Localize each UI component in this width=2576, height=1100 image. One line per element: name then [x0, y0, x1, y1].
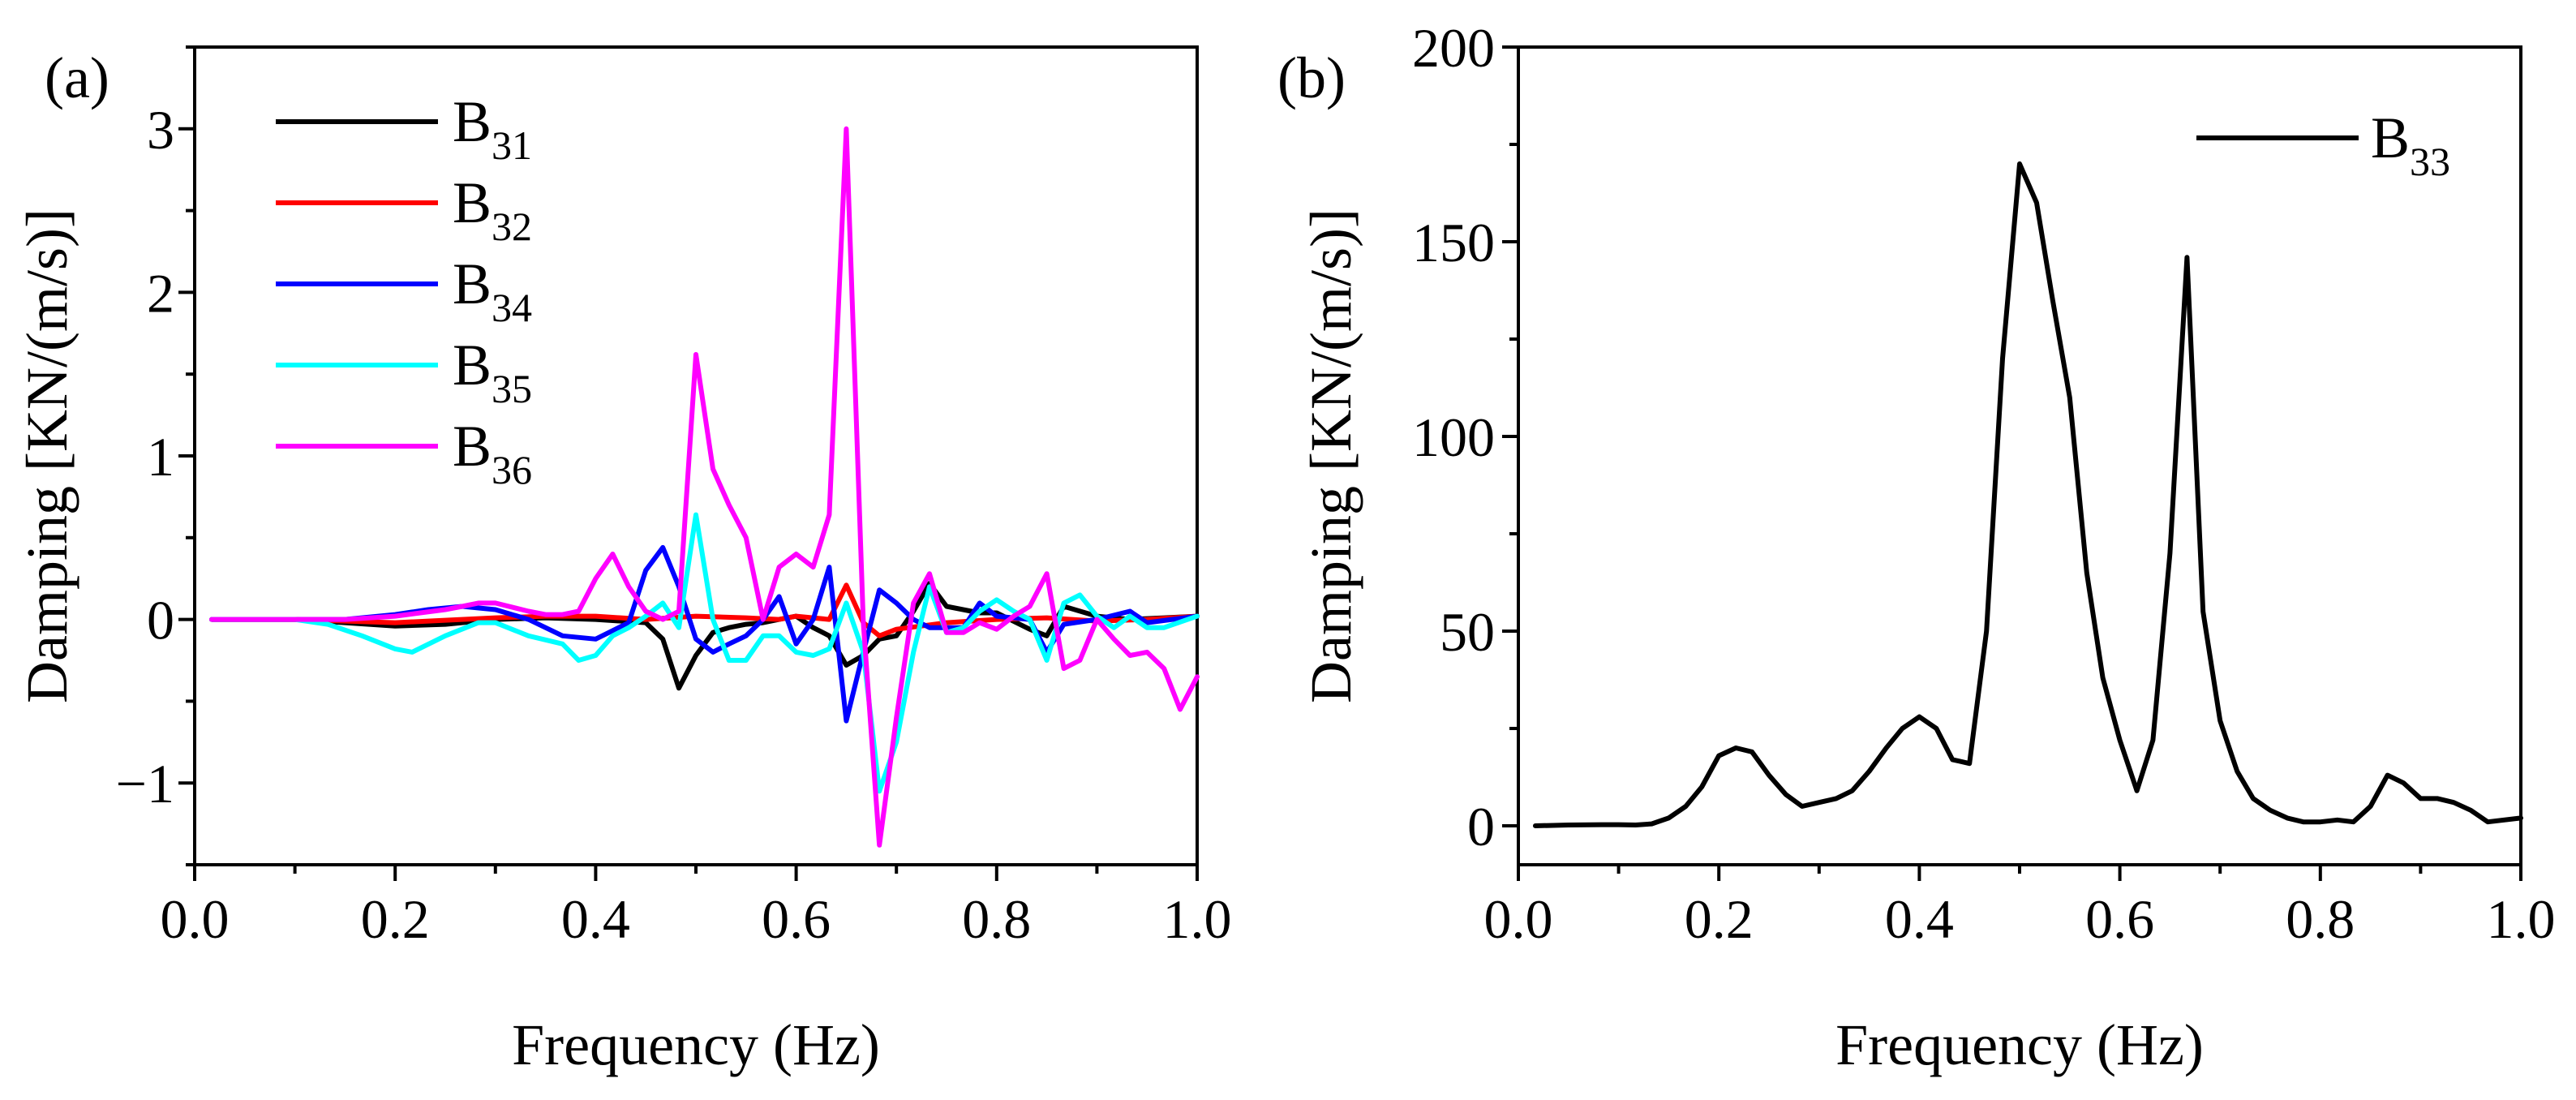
legend-label-b32: B32: [453, 170, 532, 249]
panel-b-x-axis-title: Frequency (Hz): [1835, 1012, 2204, 1077]
legend-label-b33: B33: [2371, 105, 2450, 184]
legend-label-b35: B35: [453, 333, 532, 411]
panel-a-axis-ticks: 0.0 0.2 0.4 0.6 0.8 1.0 −1 0 1 2 3: [116, 45, 1232, 950]
x-tick-label: 0.2: [361, 888, 430, 950]
series-line-b36: [209, 126, 1200, 848]
legend-label-b36: B36: [453, 414, 532, 492]
y-tick-label: −1: [116, 753, 174, 814]
y-tick-label: 150: [1412, 212, 1495, 273]
panel-a-y-axis-title: Damping [KN/(m/s)]: [15, 208, 79, 703]
y-tick-label: 0: [1467, 796, 1495, 857]
x-tick-label: 0.8: [962, 888, 1031, 950]
panel-a-series-lines: [209, 126, 1200, 848]
x-tick-label: 0.2: [1685, 888, 1754, 950]
panel-a-x-axis-title: Frequency (Hz): [512, 1012, 880, 1077]
y-tick-label: 3: [147, 99, 174, 161]
x-tick-label: 0.6: [2085, 888, 2154, 950]
chart-panel-b: (b) 0.0 0.2 0.4 0.6 0.8 1.0 0 50 100 150 200 B33 F…: [1277, 17, 2556, 1077]
y-tick-label: 0: [147, 590, 174, 651]
series-line-b34: [209, 544, 1200, 724]
x-tick-label: 0.0: [1484, 888, 1553, 950]
panel-b-series-lines: [1533, 161, 2523, 828]
x-tick-label: 0.8: [2286, 888, 2355, 950]
panel-b-axis-ticks: 0.0 0.2 0.4 0.6 0.8 1.0 0 50 100 150 200: [1412, 17, 2556, 950]
x-tick-label: 0.6: [762, 888, 831, 950]
x-tick-label: 0.4: [561, 888, 630, 950]
panel-a-label: (a): [45, 45, 109, 110]
x-tick-label: 0.4: [1885, 888, 1954, 950]
y-tick-label: 50: [1440, 601, 1495, 663]
y-tick-label: 1: [147, 426, 174, 488]
y-tick-label: 2: [147, 262, 174, 324]
legend-label-b34: B34: [453, 251, 532, 330]
legend-label-b31: B31: [453, 89, 532, 168]
x-tick-label: 1.0: [1163, 888, 1232, 950]
y-tick-label: 200: [1412, 17, 1495, 79]
panel-b-label: (b): [1277, 45, 1346, 110]
series-line-b33: [1533, 161, 2523, 828]
panel-b-y-axis-title: Damping [KN/(m/s)]: [1299, 208, 1363, 703]
series-line-b35: [209, 512, 1200, 794]
x-tick-label: 1.0: [2487, 888, 2556, 950]
y-tick-label: 100: [1412, 406, 1495, 468]
panel-b-legend: B33: [2196, 105, 2450, 184]
x-tick-label: 0.0: [161, 888, 230, 950]
